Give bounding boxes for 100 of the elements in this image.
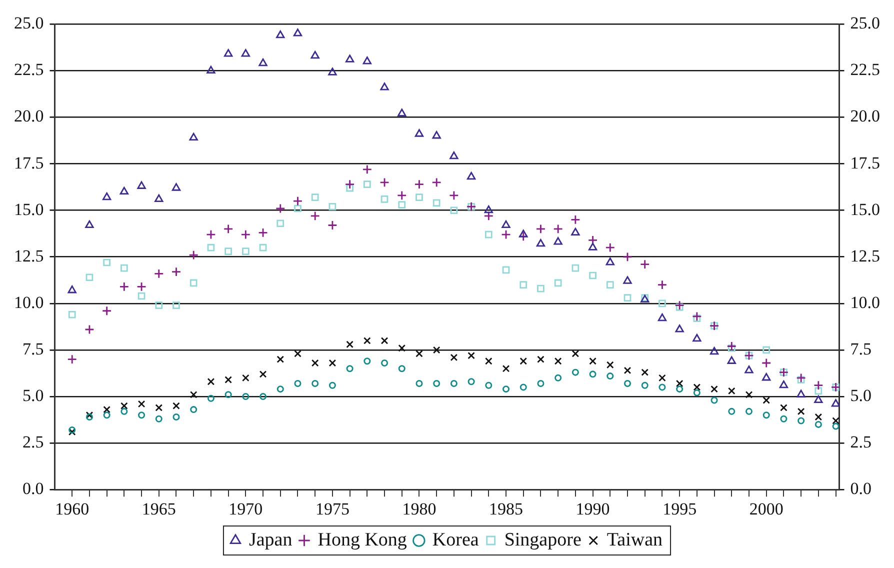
- point: [692, 312, 702, 322]
- x-tick-label: 1960: [55, 499, 90, 518]
- point: [762, 396, 770, 404]
- point: [832, 422, 840, 430]
- y-tick-label: 7.5: [22, 339, 44, 358]
- y2-tick-label: 25.0: [850, 14, 880, 33]
- point: [346, 365, 354, 372]
- point: [641, 368, 649, 376]
- point: [206, 230, 216, 240]
- point: [242, 248, 250, 255]
- legend-label: Hong Kong: [318, 529, 408, 550]
- point: [779, 380, 788, 388]
- point: [484, 205, 493, 214]
- point: [761, 358, 772, 368]
- x-tick-label: 1975: [315, 499, 350, 518]
- point: [658, 300, 666, 308]
- point: [136, 282, 146, 292]
- point: [328, 68, 337, 76]
- point: [259, 244, 267, 252]
- point: [640, 259, 650, 270]
- point: [710, 346, 719, 355]
- point: [484, 211, 494, 221]
- x-tick-label: 1985: [489, 499, 524, 518]
- point: [814, 387, 822, 395]
- y-tick-label: 2.5: [22, 432, 44, 452]
- y-tick-label: 15.0: [14, 200, 44, 219]
- point: [398, 365, 406, 372]
- point: [68, 310, 76, 318]
- point: [553, 224, 563, 234]
- x-tick-label: 1990: [576, 499, 610, 518]
- y-tick-label: 10.0: [14, 292, 44, 312]
- point: [380, 196, 388, 203]
- point: [398, 201, 406, 208]
- point: [796, 390, 806, 398]
- point: [519, 230, 528, 238]
- x-tick-label: 1970: [228, 499, 263, 518]
- point: [363, 337, 371, 344]
- point: [137, 181, 146, 189]
- point: [172, 402, 180, 410]
- point: [658, 374, 666, 382]
- point: [484, 357, 492, 365]
- point: [502, 266, 510, 274]
- point: [242, 393, 250, 400]
- point: [518, 232, 528, 242]
- point: [103, 412, 110, 419]
- point: [726, 341, 737, 352]
- y2-tick-label: 17.5: [850, 153, 880, 172]
- point: [328, 202, 336, 210]
- point: [554, 357, 562, 365]
- point: [484, 230, 492, 238]
- point: [414, 129, 424, 137]
- y2-tick-label: 0.0: [850, 479, 872, 498]
- point: [814, 395, 823, 404]
- point: [155, 302, 163, 309]
- point: [67, 354, 78, 364]
- point: [362, 56, 372, 64]
- point: [190, 279, 198, 287]
- point: [746, 408, 752, 415]
- point: [589, 370, 596, 378]
- point: [797, 376, 805, 384]
- point: [676, 303, 684, 311]
- point: [606, 361, 614, 369]
- point: [84, 324, 94, 334]
- point: [120, 186, 129, 195]
- point: [449, 190, 459, 200]
- point: [344, 179, 355, 190]
- y-tick-label: 20.0: [14, 106, 44, 126]
- point: [154, 268, 164, 279]
- point: [572, 368, 579, 376]
- point: [606, 258, 614, 266]
- point: [798, 417, 805, 424]
- point: [346, 340, 354, 348]
- point: [814, 380, 824, 390]
- point: [172, 414, 180, 420]
- point: [68, 286, 76, 294]
- x-tick-label: 1980: [402, 499, 436, 518]
- point: [814, 413, 822, 421]
- point: [520, 357, 528, 365]
- point: [241, 49, 250, 57]
- point: [745, 390, 753, 398]
- point: [240, 230, 251, 240]
- y2-tick-label: 20.0: [850, 106, 880, 126]
- point: [554, 237, 562, 245]
- point: [138, 412, 146, 419]
- point: [346, 184, 354, 192]
- point: [468, 378, 475, 386]
- point: [294, 350, 302, 358]
- point: [120, 408, 128, 415]
- point: [364, 358, 371, 365]
- point: [693, 314, 701, 322]
- point: [537, 380, 544, 387]
- point: [450, 206, 458, 214]
- point: [276, 356, 284, 363]
- point: [102, 306, 112, 316]
- point: [432, 178, 442, 188]
- point: [398, 344, 406, 352]
- point: [728, 344, 736, 352]
- y-tick-label: 17.5: [14, 153, 44, 172]
- point: [120, 402, 128, 410]
- point: [416, 194, 423, 201]
